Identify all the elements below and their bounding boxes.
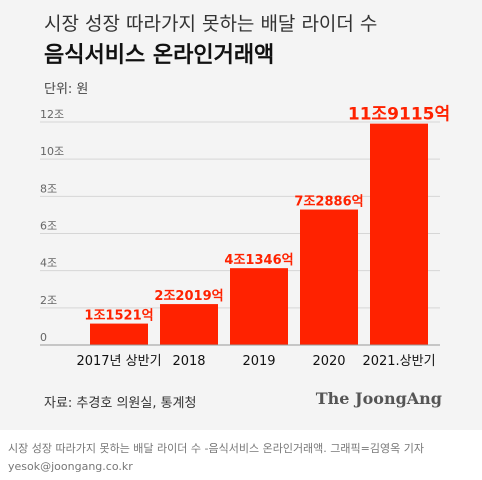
data-label: 11조9115억 <box>348 105 450 125</box>
data-label: 1조1521억 <box>84 309 153 324</box>
data-label: 7조2886억 <box>294 195 363 210</box>
x-tick-label: 2018 <box>172 354 205 369</box>
data-label: 4조1346억 <box>224 253 293 268</box>
bar <box>160 304 218 345</box>
y-tick-label: 12조 <box>40 108 64 121</box>
bar-chart: 0 2조 4조 6조 8조 10조 12조 1조1521억 2017년 상반기 2조2019억 20… <box>40 105 450 369</box>
x-tick-label: 2017년 상반기 <box>76 354 161 369</box>
bar <box>230 268 288 345</box>
y-tick-label: 6조 <box>40 220 57 233</box>
data-label: 2조2019억 <box>154 289 223 304</box>
x-tick-label: 2019 <box>242 354 275 369</box>
bar <box>300 209 358 345</box>
caption-email: yesok@joongang.co.kr <box>8 460 133 473</box>
caption-text: 시장 성장 따라가지 못하는 배달 라이더 수 -음식서비스 온라인거래액. 그… <box>8 442 424 455</box>
chart-title: 음식서비스 온라인거래액 <box>44 43 275 68</box>
source-note: 자료: 추경호 의원실, 통계청 <box>44 396 197 411</box>
image-caption: 시장 성장 따라가지 못하는 배달 라이더 수 -음식서비스 온라인거래액. 그… <box>8 440 424 476</box>
publisher-logo: The JoongAng <box>315 389 442 408</box>
chart-card: 시장 성장 따라가지 못하는 배달 라이더 수 음식서비스 온라인거래액 단위:… <box>0 0 482 430</box>
x-tick-label: 2021.상반기 <box>362 354 435 369</box>
x-tick-label: 2020 <box>312 354 345 369</box>
chart-supertitle: 시장 성장 따라가지 못하는 배달 라이더 수 <box>44 13 378 35</box>
unit-label: 단위: 원 <box>44 82 89 97</box>
y-tick-label: 2조 <box>40 294 57 307</box>
y-tick-label: 8조 <box>40 182 57 195</box>
bar <box>90 323 148 345</box>
bar <box>370 123 428 345</box>
y-tick-label: 4조 <box>40 257 57 270</box>
y-tick-label: 10조 <box>40 145 64 158</box>
y-tick-label: 0 <box>40 331 47 344</box>
